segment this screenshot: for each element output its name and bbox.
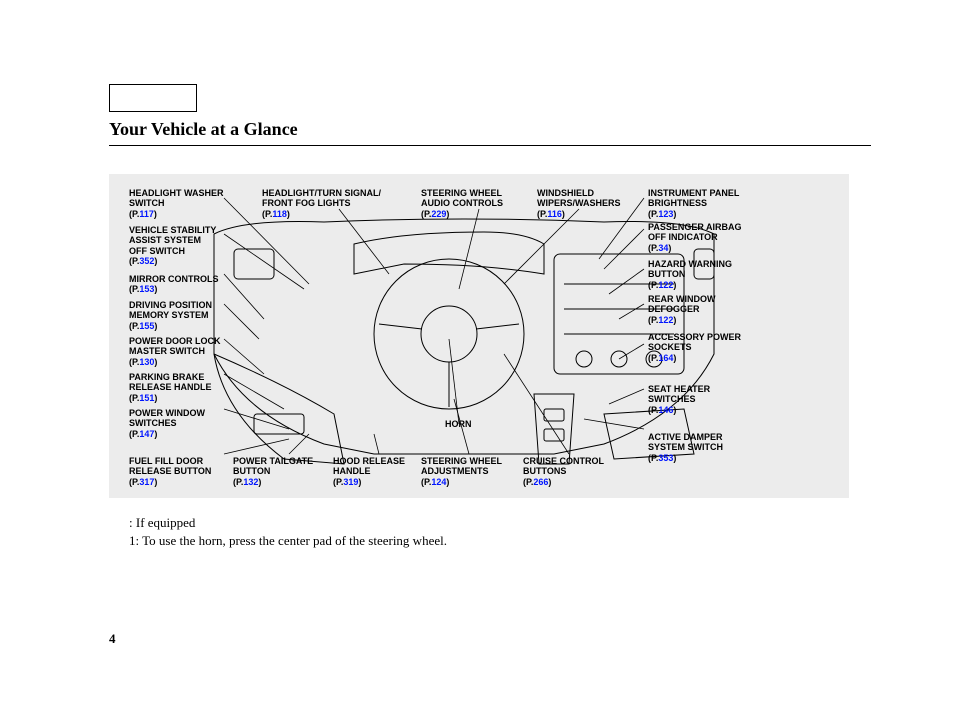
page-link[interactable]: 353 <box>658 453 673 463</box>
nav-box[interactable] <box>109 84 197 112</box>
label: POWER WINDOWSWITCHES <box>129 408 205 428</box>
label: ACCESSORY POWERSOCKETS <box>648 332 741 352</box>
callout-cruise-control: CRUISE CONTROLBUTTONS (P.266) <box>523 456 604 487</box>
callout-instrument-panel: INSTRUMENT PANELBRIGHTNESS (P.123) <box>648 188 739 219</box>
page-container: Your Vehicle at a Glance <box>109 84 871 549</box>
callout-steering-audio: STEERING WHEELAUDIO CONTROLS (P.229) <box>421 188 503 219</box>
callout-power-window: POWER WINDOWSWITCHES (P.147) <box>129 408 205 439</box>
page-link[interactable]: 116 <box>547 209 562 219</box>
callout-rear-defogger: REAR WINDOWDEFOGGER (P.122) <box>648 294 716 325</box>
page-link[interactable]: 164 <box>658 353 673 363</box>
label: PASSENGER AIRBAGOFF INDICATOR <box>648 222 742 242</box>
callout-power-door-lock: POWER DOOR LOCKMASTER SWITCH (P.130) <box>129 336 221 367</box>
page-link[interactable]: 147 <box>139 429 154 439</box>
label: HEADLIGHT/TURN SIGNAL/FRONT FOG LIGHTS <box>262 188 381 208</box>
callout-headlight-washer: HEADLIGHT WASHERSWITCH (P.117) <box>129 188 224 219</box>
callout-driving-position: DRIVING POSITIONMEMORY SYSTEM (P.155) <box>129 300 212 331</box>
page-link[interactable]: 117 <box>139 209 154 219</box>
page-link[interactable]: 146 <box>658 405 673 415</box>
footnotes: : If equipped 1: To use the horn, press … <box>129 514 871 549</box>
callout-headlight-turn: HEADLIGHT/TURN SIGNAL/FRONT FOG LIGHTS (… <box>262 188 381 219</box>
label: REAR WINDOWDEFOGGER <box>648 294 716 314</box>
page-link[interactable]: 124 <box>431 477 446 487</box>
page-link[interactable]: 118 <box>272 209 287 219</box>
page-link[interactable]: 266 <box>533 477 548 487</box>
label: STEERING WHEELADJUSTMENTS <box>421 456 502 476</box>
label: POWER DOOR LOCKMASTER SWITCH <box>129 336 221 356</box>
page-link[interactable]: 122 <box>658 280 673 290</box>
page-link[interactable]: 155 <box>139 321 154 331</box>
page-link[interactable]: 123 <box>658 209 673 219</box>
label: PARKING BRAKERELEASE HANDLE <box>129 372 212 392</box>
label: SEAT HEATERSWITCHES <box>648 384 710 404</box>
page-title: Your Vehicle at a Glance <box>109 119 871 146</box>
callout-seat-heater: SEAT HEATERSWITCHES (P.146) <box>648 384 710 415</box>
callout-parking-brake: PARKING BRAKERELEASE HANDLE (P.151) <box>129 372 212 403</box>
callout-hazard-warning: HAZARD WARNINGBUTTON (P.122) <box>648 259 732 290</box>
page-link[interactable]: 122 <box>658 315 673 325</box>
page-link[interactable]: 229 <box>431 209 446 219</box>
label: WINDSHIELDWIPERS/WASHERS <box>537 188 621 208</box>
footnote-horn: 1: To use the horn, press the center pad… <box>129 532 871 550</box>
label: INSTRUMENT PANELBRIGHTNESS <box>648 188 739 208</box>
callout-accessory-power: ACCESSORY POWERSOCKETS (P.164) <box>648 332 741 363</box>
horn-label: HORN <box>445 419 472 429</box>
callout-hood-release: HOOD RELEASEHANDLE (P.319) <box>333 456 405 487</box>
diagram: HEADLIGHT WASHERSWITCH (P.117) VEHICLE S… <box>109 174 849 498</box>
callout-passenger-airbag: PASSENGER AIRBAGOFF INDICATOR (P.34) <box>648 222 742 253</box>
label: DRIVING POSITIONMEMORY SYSTEM <box>129 300 212 320</box>
label: STEERING WHEELAUDIO CONTROLS <box>421 188 503 208</box>
label: CRUISE CONTROLBUTTONS <box>523 456 604 476</box>
footnote-equipped: : If equipped <box>129 514 871 532</box>
callout-windshield: WINDSHIELDWIPERS/WASHERS (P.116) <box>537 188 621 219</box>
page-link[interactable]: 317 <box>139 477 154 487</box>
callout-power-tailgate: POWER TAILGATEBUTTON (P.132) <box>233 456 313 487</box>
page-link[interactable]: 319 <box>343 477 358 487</box>
callout-fuel-fill: FUEL FILL DOORRELEASE BUTTON (P.317) <box>129 456 211 487</box>
label: FUEL FILL DOORRELEASE BUTTON <box>129 456 211 476</box>
page-number: 4 <box>109 631 116 647</box>
label: HOOD RELEASEHANDLE <box>333 456 405 476</box>
label: ACTIVE DAMPERSYSTEM SWITCH <box>648 432 723 452</box>
callout-active-damper: ACTIVE DAMPERSYSTEM SWITCH (P.353) <box>648 432 723 463</box>
page-link[interactable]: 132 <box>243 477 258 487</box>
label: POWER TAILGATEBUTTON <box>233 456 313 476</box>
callout-vehicle-stability: VEHICLE STABILITYASSIST SYSTEMOFF SWITCH… <box>129 225 216 266</box>
page-link[interactable]: 153 <box>139 284 154 294</box>
label: VEHICLE STABILITYASSIST SYSTEMOFF SWITCH <box>129 225 216 256</box>
callout-steering-adjust: STEERING WHEELADJUSTMENTS (P.124) <box>421 456 502 487</box>
callout-mirror-controls: MIRROR CONTROLS (P.153) <box>129 274 219 295</box>
label: MIRROR CONTROLS <box>129 274 219 284</box>
page-link[interactable]: 352 <box>139 256 154 266</box>
label: HAZARD WARNINGBUTTON <box>648 259 732 279</box>
page-link[interactable]: 34 <box>658 243 668 253</box>
page-link[interactable]: 130 <box>139 357 154 367</box>
label: HEADLIGHT WASHERSWITCH <box>129 188 224 208</box>
page-link[interactable]: 151 <box>139 393 154 403</box>
